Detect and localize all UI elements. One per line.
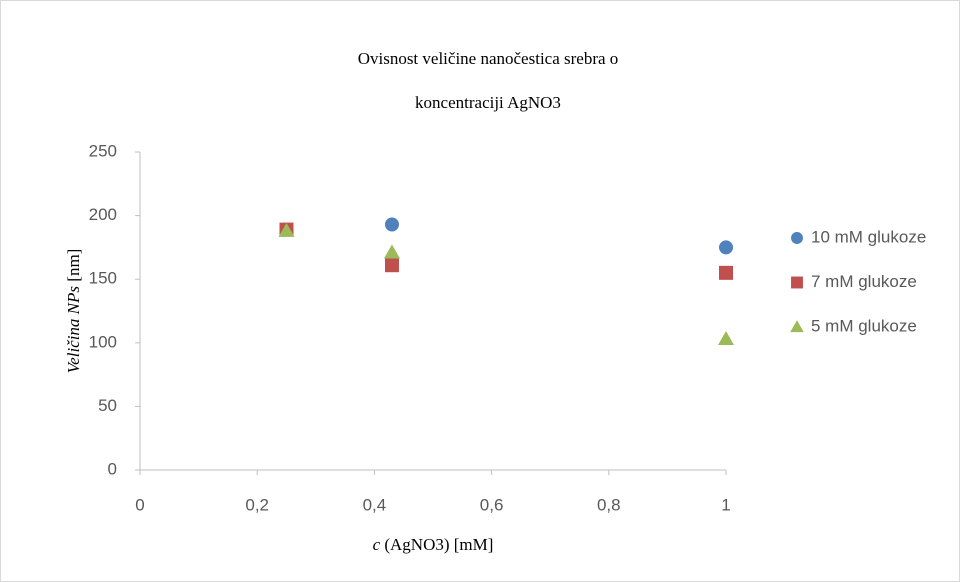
point <box>383 244 400 259</box>
legend-marker <box>790 320 804 333</box>
legend-label: 5 mM glukoze <box>811 316 917 335</box>
chart-title: koncentraciji AgNO3 <box>415 93 561 112</box>
x-tick-label: 1 <box>721 495 730 514</box>
point <box>719 240 733 255</box>
y-tick-label: 0 <box>108 459 117 478</box>
x-tick-label: 0,2 <box>245 495 269 514</box>
x-tick-label: 0 <box>135 495 144 514</box>
y-axis-title-part: Veličina NPs <box>64 286 83 374</box>
legend-marker <box>791 232 803 244</box>
point <box>719 265 733 280</box>
y-tick-label: 150 <box>89 269 117 288</box>
chart-title: Ovisnost veličine nanočestica srebra o <box>358 49 619 68</box>
x-tick-label: 0,8 <box>597 495 621 514</box>
y-axis-title-part: [nm] <box>64 249 83 286</box>
x-axis-title: c (AgNO3) [mM] <box>373 535 494 554</box>
legend-label: 10 mM glukoze <box>811 227 926 246</box>
y-tick-label: 100 <box>89 332 117 351</box>
point <box>718 330 734 345</box>
y-tick-label: 200 <box>89 205 117 224</box>
point <box>384 258 399 273</box>
x-tick-label: 0,4 <box>363 495 387 514</box>
y-tick-label: 250 <box>89 141 117 160</box>
x-axis-title-part: c <box>373 535 381 554</box>
x-axis-title-part: (AgNO3) [mM] <box>380 535 493 554</box>
legend-marker <box>791 276 803 289</box>
y-tick-label: 50 <box>98 396 117 415</box>
point <box>278 222 295 237</box>
y-axis-title: Veličina NPs [nm] <box>64 249 83 374</box>
point <box>384 217 399 232</box>
legend-label: 7 mM glukoze <box>811 272 917 291</box>
x-tick-label: 0,6 <box>480 495 504 514</box>
